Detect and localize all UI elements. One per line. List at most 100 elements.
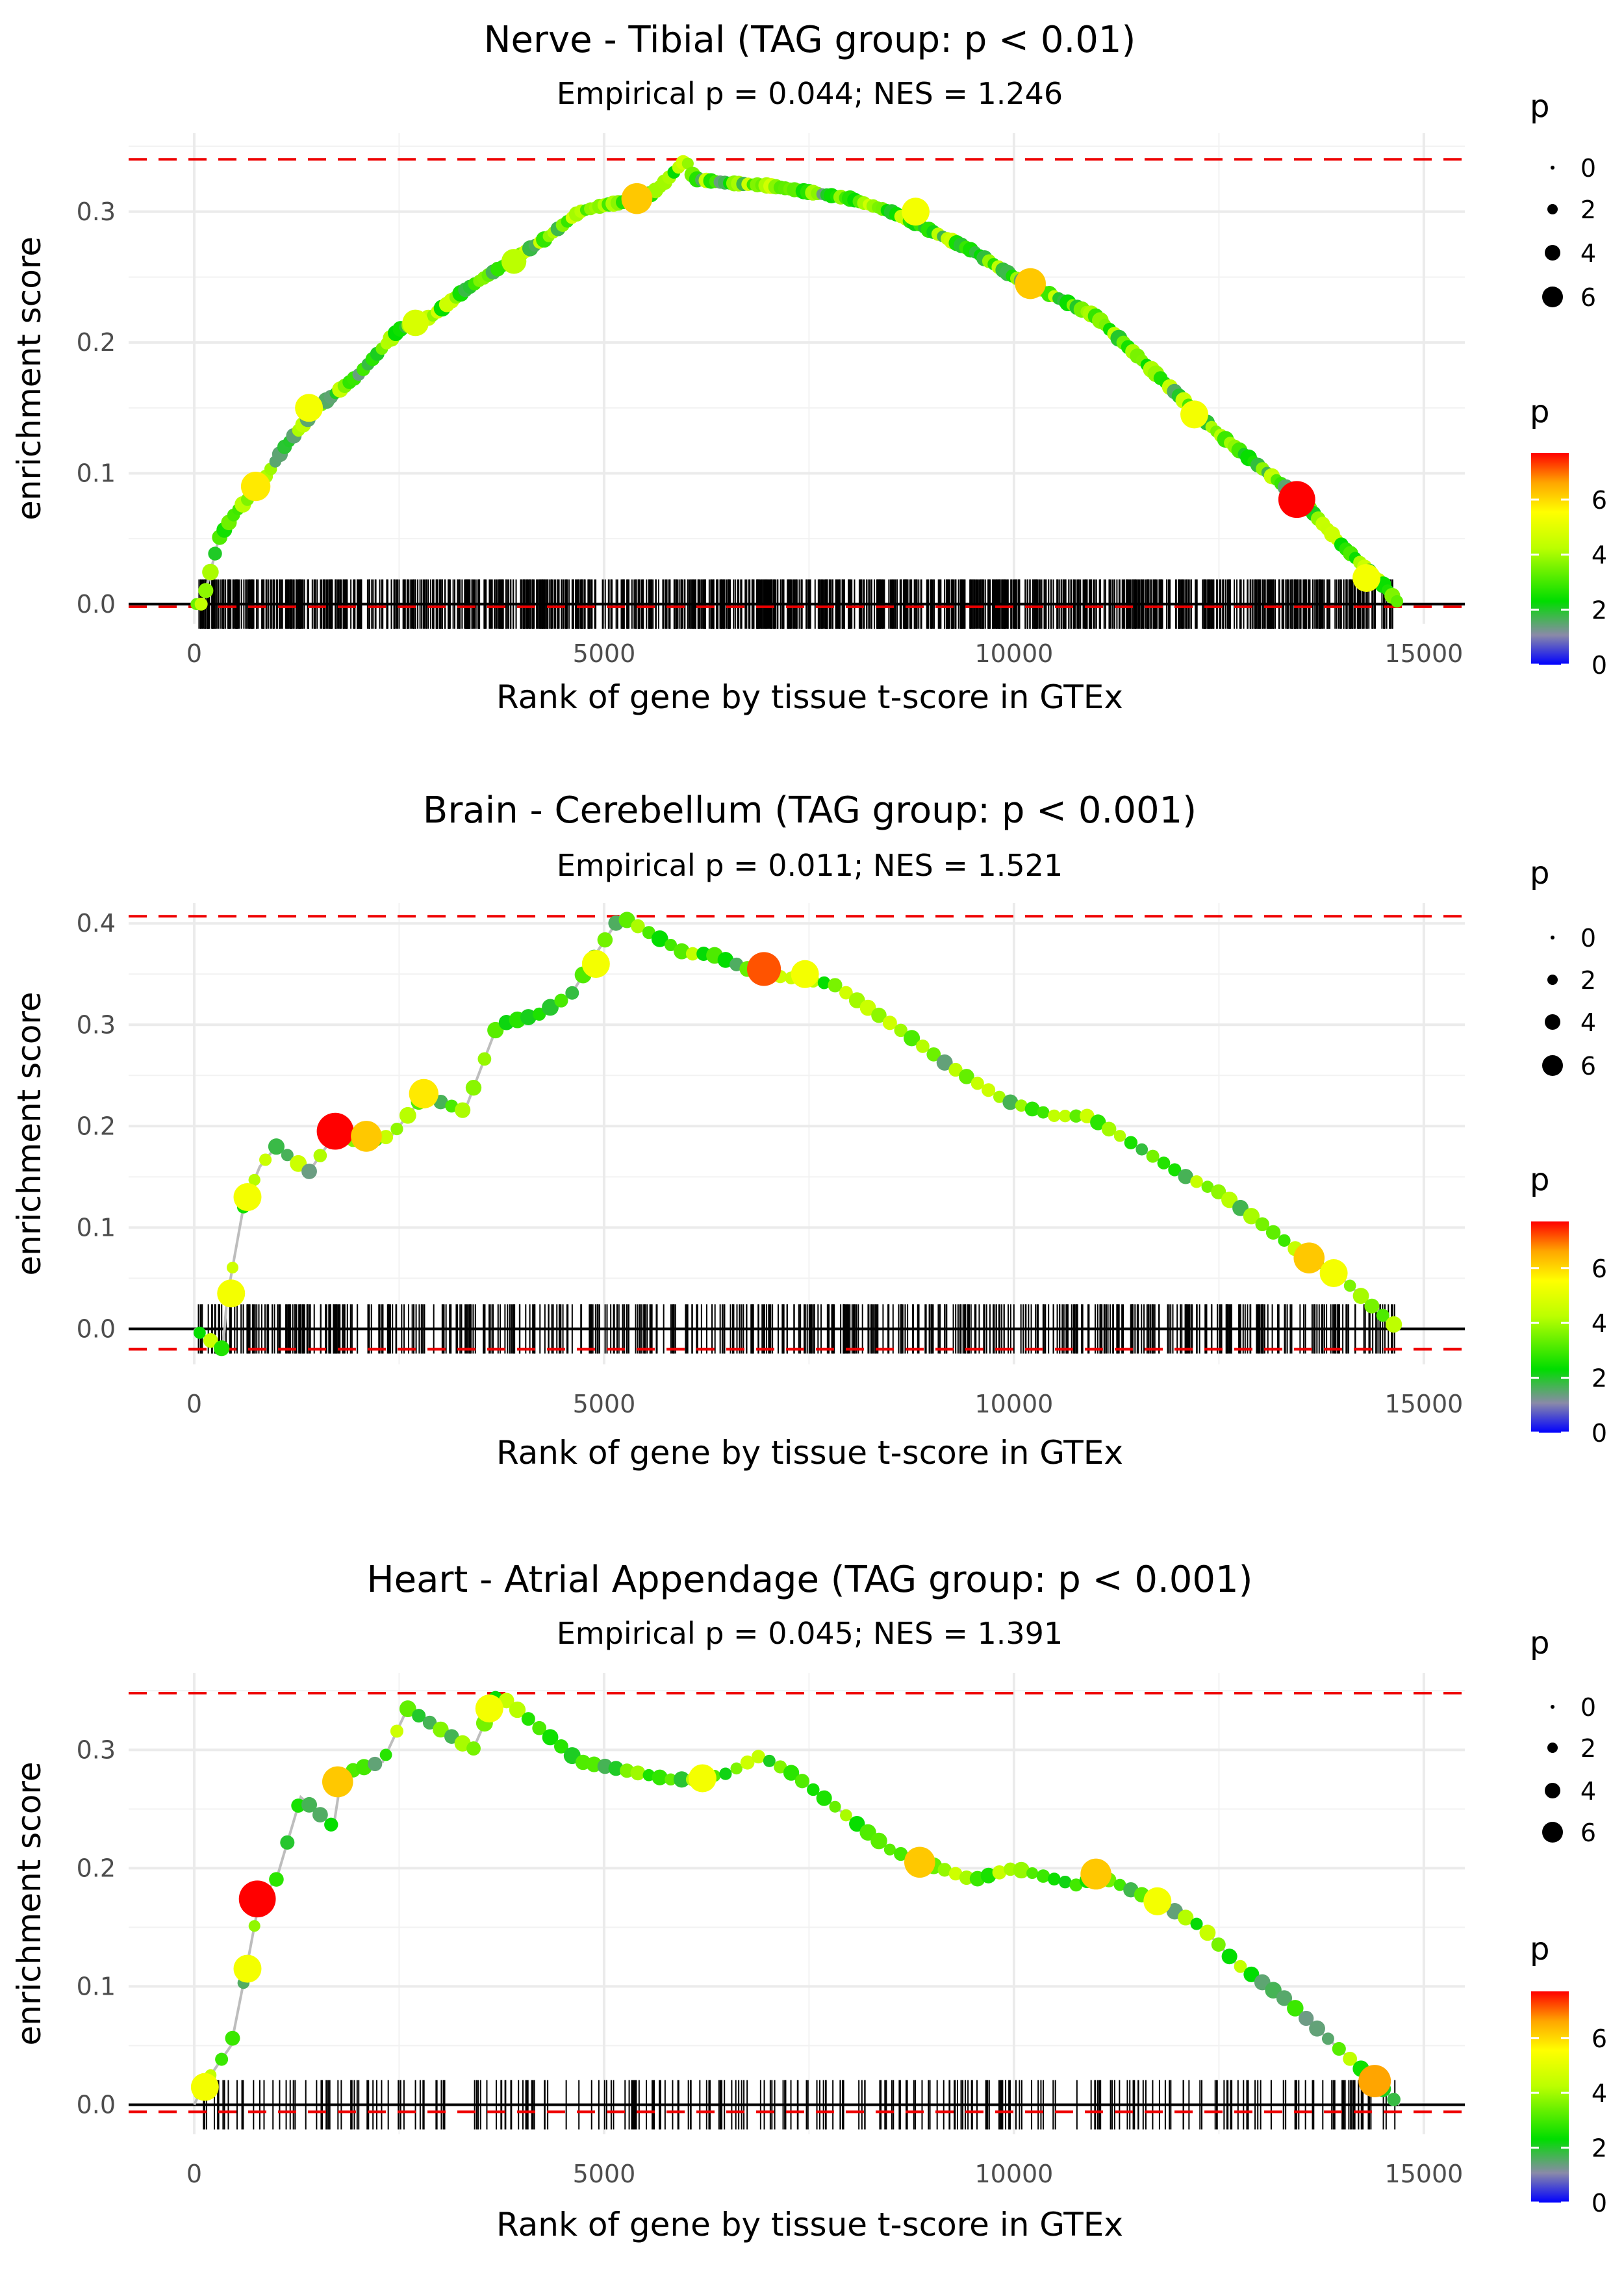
gene-point <box>1190 1917 1203 1930</box>
gene-point <box>916 1039 930 1053</box>
gene-point <box>1265 1225 1281 1240</box>
size-legend-key <box>1545 245 1560 261</box>
y-tick-label: 0.0 <box>77 1314 116 1343</box>
gene-point-highlight <box>240 471 271 502</box>
gene-point <box>487 1021 504 1039</box>
gene-point-highlight <box>901 198 930 226</box>
gene-point-highlight <box>501 249 527 274</box>
gene-point <box>301 1796 318 1813</box>
gene-point-highlight <box>791 960 819 988</box>
gene-point <box>226 1261 238 1274</box>
gene-point <box>465 1079 482 1096</box>
gene-point <box>730 1762 742 1775</box>
gene-point <box>828 978 843 993</box>
x-tick-label: 0 <box>186 2160 202 2188</box>
gene-point <box>816 1790 832 1806</box>
color-legend-label: 4 <box>1592 541 1607 570</box>
gene-point <box>1069 1878 1083 1892</box>
gene-point <box>674 943 690 960</box>
gene-point <box>630 1765 646 1781</box>
gene-point-highlight <box>1143 1887 1172 1915</box>
size-legend-label: 4 <box>1580 1008 1596 1037</box>
gene-point <box>883 1843 896 1856</box>
y-axis-label: enrichment score <box>10 991 48 1275</box>
gene-point <box>870 1832 887 1850</box>
gene-point <box>1201 1181 1214 1193</box>
size-legend-label: 4 <box>1580 239 1596 268</box>
gene-point-highlight <box>233 1183 262 1212</box>
y-axis-label: enrichment score <box>10 236 48 520</box>
gene-point <box>959 1870 974 1885</box>
gene-point <box>542 1729 559 1746</box>
gene-point <box>980 1867 996 1884</box>
gene-point <box>859 999 876 1016</box>
gene-point <box>280 1835 295 1850</box>
gene-point <box>971 1077 984 1090</box>
size-legend-label: 4 <box>1580 1777 1596 1806</box>
chart-subtitle: Empirical p = 0.044; NES = 1.246 <box>557 76 1063 111</box>
gene-point <box>936 1054 953 1071</box>
gene-point <box>208 546 222 561</box>
size-legend-key <box>1542 1055 1563 1076</box>
gene-point <box>1013 1861 1030 1879</box>
gene-point <box>948 1867 963 1881</box>
gene-point <box>1387 2093 1401 2106</box>
gene-point <box>379 1130 394 1145</box>
size-legend-key <box>1547 1743 1558 1753</box>
x-tick-label: 5000 <box>573 639 636 668</box>
gene-point <box>849 1815 865 1832</box>
gene-point <box>412 1709 426 1723</box>
gene-point <box>1113 1878 1126 1891</box>
gene-point-highlight <box>621 183 653 214</box>
chart-subtitle: Empirical p = 0.011; NES = 1.521 <box>557 848 1063 883</box>
gene-point <box>215 2052 229 2066</box>
gene-point <box>565 986 579 1000</box>
gene-point <box>193 1326 206 1339</box>
gene-point <box>1136 1143 1148 1156</box>
gene-point <box>532 1720 547 1735</box>
gene-point <box>620 1763 635 1778</box>
gene-point <box>652 1769 668 1785</box>
y-tick-label: 0.3 <box>77 1735 116 1764</box>
gene-point <box>1058 1875 1072 1889</box>
gene-point <box>1276 1990 1293 2006</box>
gene-point <box>399 1106 416 1124</box>
size-legend-title: p <box>1530 855 1549 891</box>
y-tick-label: 0.0 <box>77 590 116 619</box>
x-tick-label: 15000 <box>1384 639 1463 668</box>
x-tick-label: 15000 <box>1384 2160 1463 2188</box>
y-tick-label: 0.4 <box>77 909 116 938</box>
x-tick-label: 15000 <box>1384 1390 1463 1418</box>
gene-point-highlight <box>1080 1858 1111 1890</box>
y-tick-label: 0.3 <box>77 198 116 226</box>
gene-point <box>894 1846 908 1861</box>
gene-point <box>1352 1288 1369 1304</box>
gene-point <box>248 1920 260 1932</box>
gene-point <box>1002 1094 1019 1110</box>
gene-point <box>281 1149 294 1162</box>
gene-point-highlight <box>238 1880 276 1918</box>
gene-point <box>959 1069 974 1084</box>
x-axis-label: Rank of gene by tissue t-score in GTEx <box>496 2206 1123 2243</box>
size-legend-key <box>1551 936 1554 939</box>
gene-point-highlight <box>233 1954 262 1983</box>
color-legend-label: 0 <box>1592 1419 1607 1448</box>
gene-point <box>608 1761 624 1776</box>
curve-points <box>190 1691 1401 2106</box>
gene-point <box>477 1052 492 1066</box>
gene-point <box>1234 1960 1247 1973</box>
gene-point <box>681 157 694 170</box>
gene-point <box>1101 1121 1117 1137</box>
gene-point <box>992 1865 1007 1880</box>
gene-point <box>740 1755 755 1770</box>
gene-point <box>422 1715 437 1730</box>
color-legend-label: 0 <box>1592 651 1607 680</box>
gene-point <box>1199 1924 1216 1941</box>
x-tick-label: 0 <box>186 1390 202 1418</box>
gene-point <box>839 986 853 1000</box>
gene-point <box>1048 1109 1061 1122</box>
gene-point <box>248 1173 260 1186</box>
gene-point <box>194 597 208 611</box>
gene-point-highlight <box>1180 400 1209 429</box>
gene-point <box>673 1771 690 1788</box>
